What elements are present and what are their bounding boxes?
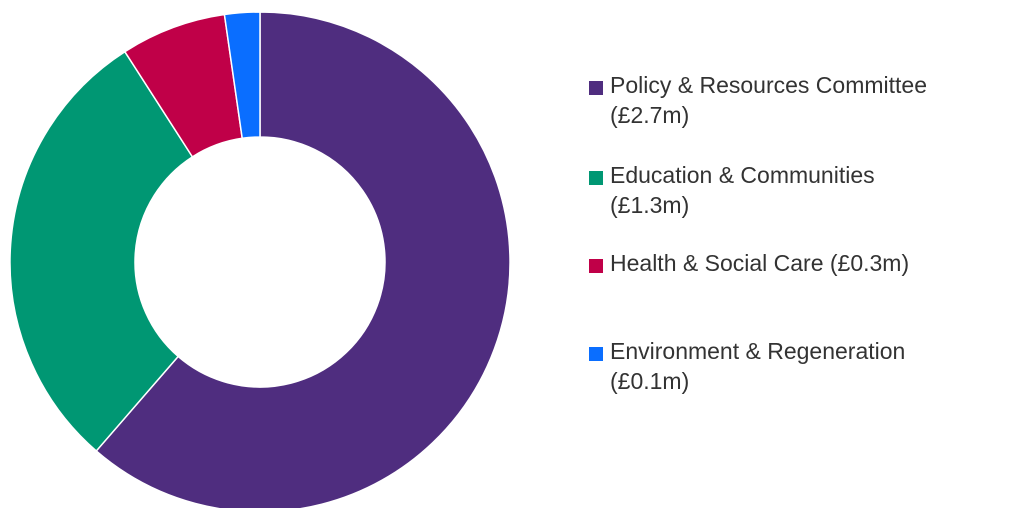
legend-label-education-communities: Education & Communities (£1.3m) xyxy=(610,162,875,218)
legend-item-health-social-care: Health & Social Care (£0.3m) xyxy=(589,248,1010,278)
legend-label-policy-resources: Policy & Resources Committee (£2.7m) xyxy=(610,72,927,128)
donut-chart xyxy=(9,11,511,508)
legend-item-education-communities: Education & Communities (£1.3m) xyxy=(589,160,940,220)
legend-swatch-environment-regeneration xyxy=(589,347,603,361)
legend-item-policy-resources: Policy & Resources Committee (£2.7m) xyxy=(589,70,1010,130)
legend-label-health-social-care: Health & Social Care (£0.3m) xyxy=(610,250,910,276)
slice-environment-regeneration xyxy=(223,11,261,140)
legend-swatch-policy-resources xyxy=(589,81,603,95)
legend-label-environment-regeneration: Environment & Regeneration (£0.1m) xyxy=(610,338,906,394)
slice-policy-resources xyxy=(95,11,511,508)
legend-swatch-health-social-care xyxy=(589,259,603,273)
slice-education-communities xyxy=(9,50,194,452)
legend-item-environment-regeneration: Environment & Regeneration (£0.1m) xyxy=(589,336,990,396)
legend-swatch-education-communities xyxy=(589,171,603,185)
